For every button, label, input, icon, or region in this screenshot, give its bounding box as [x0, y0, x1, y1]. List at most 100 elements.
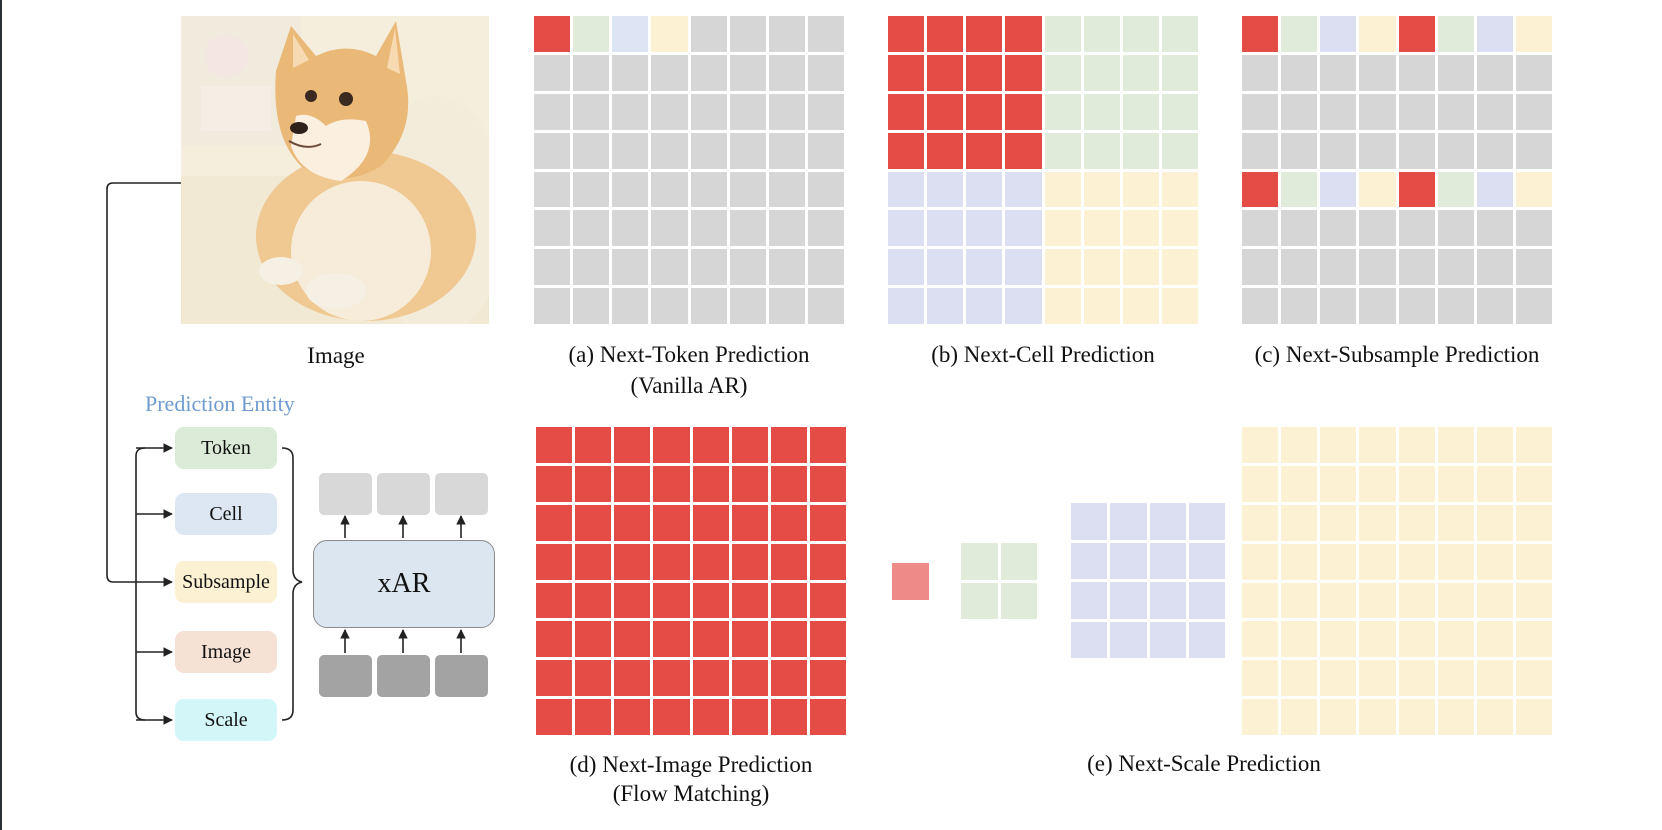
grid-cell [807, 288, 844, 324]
grid-cell [1083, 54, 1120, 91]
grid-cell [807, 249, 844, 286]
grid-cell [807, 210, 844, 247]
grid-cell [888, 132, 925, 169]
grid-cell [770, 543, 807, 580]
grid-cell [1044, 132, 1081, 169]
grid-cell [729, 288, 766, 324]
grid-cell [1398, 660, 1435, 697]
dog-photo [181, 16, 489, 324]
grid-cell [1083, 210, 1120, 247]
grid-cell [1437, 171, 1474, 208]
grid-cell [1044, 171, 1081, 208]
grid-cell [1359, 288, 1396, 324]
panel-d-subcaption: (Flow Matching) [612, 781, 770, 806]
grid-cell [729, 249, 766, 286]
grid-cell [1005, 171, 1042, 208]
grid-cell [1083, 171, 1120, 208]
grid-cell [1242, 699, 1279, 735]
image-caption: Image [307, 343, 365, 368]
grid-cell [1320, 16, 1357, 52]
grid-cell [770, 660, 807, 697]
grid-cell [653, 582, 690, 619]
grid-cell [1320, 582, 1357, 619]
grid-cell [692, 699, 729, 735]
grid-cell [692, 660, 729, 697]
grid-cell [575, 699, 612, 735]
grid-cell [1044, 249, 1081, 286]
grid-cell [692, 504, 729, 541]
grid-cell [731, 427, 768, 463]
grid-cell [1359, 427, 1396, 463]
grid-cell [1437, 465, 1474, 502]
grid-cell [612, 210, 649, 247]
grid-cell [1281, 288, 1318, 324]
grid-cell [1320, 249, 1357, 286]
grid-cell [1476, 699, 1513, 735]
scale-4x4-grid [1071, 503, 1225, 658]
grid-cell [1398, 54, 1435, 91]
grid-cell [612, 132, 649, 169]
grid-cell [1242, 543, 1279, 580]
grid-cell [1398, 249, 1435, 286]
grid-cell [807, 93, 844, 130]
grid-cell [1161, 16, 1198, 52]
grid-cell [961, 543, 998, 580]
grid-cell [1149, 503, 1186, 540]
grid-cell [1359, 171, 1396, 208]
entity-cell: Cell [175, 493, 277, 535]
grid-cell [1320, 288, 1357, 324]
grid-cell [1359, 582, 1396, 619]
grid-cell [575, 582, 612, 619]
panel-a-caption: (a) Next-Token Prediction [568, 342, 810, 367]
grid-cell [1398, 504, 1435, 541]
grid-cell [536, 582, 573, 619]
entity-subsample: Subsample [175, 561, 277, 603]
grid-cell [1476, 16, 1513, 52]
grid-cell [690, 210, 727, 247]
grid-cell [692, 543, 729, 580]
grid-cell [1000, 582, 1037, 619]
grid-cell [573, 93, 610, 130]
grid-cell [731, 504, 768, 541]
grid-cell [1359, 54, 1396, 91]
grid-cell [1398, 582, 1435, 619]
grid-cell [1071, 503, 1108, 540]
grid-cell [534, 210, 571, 247]
grid-cell [768, 288, 805, 324]
grid-cell [575, 504, 612, 541]
grid-cell [768, 54, 805, 91]
grid-cell [614, 427, 651, 463]
grid-cell [1242, 210, 1279, 247]
grid-cell [1476, 249, 1513, 286]
grid-cell [1359, 93, 1396, 130]
grid-cell [731, 465, 768, 502]
grid-cell [1044, 16, 1081, 52]
grid-cell [927, 249, 964, 286]
grid-cell [1161, 288, 1198, 324]
grid-cell [575, 465, 612, 502]
grid-cell [1437, 16, 1474, 52]
grid-cell [809, 504, 846, 541]
grid-cell [770, 465, 807, 502]
scale-1x1-grid [892, 563, 929, 600]
grid-cell [1188, 582, 1225, 619]
grid-cell [770, 699, 807, 735]
grid-cell [1359, 16, 1396, 52]
grid-cell [1188, 542, 1225, 579]
grid-cell [1359, 504, 1396, 541]
grid-cell [690, 171, 727, 208]
grid-cell [651, 288, 688, 324]
grid-cell [729, 54, 766, 91]
grid-cell [1242, 660, 1279, 697]
grid-cell [729, 132, 766, 169]
grid-cell [888, 54, 925, 91]
grid-cell [1359, 132, 1396, 169]
grid-cell [1320, 660, 1357, 697]
grid-cell [1281, 54, 1318, 91]
grid-cell [1476, 465, 1513, 502]
grid-cell [927, 132, 964, 169]
grid-cell [731, 543, 768, 580]
grid-cell [768, 249, 805, 286]
grid-cell [768, 16, 805, 52]
grid-cell [1281, 582, 1318, 619]
